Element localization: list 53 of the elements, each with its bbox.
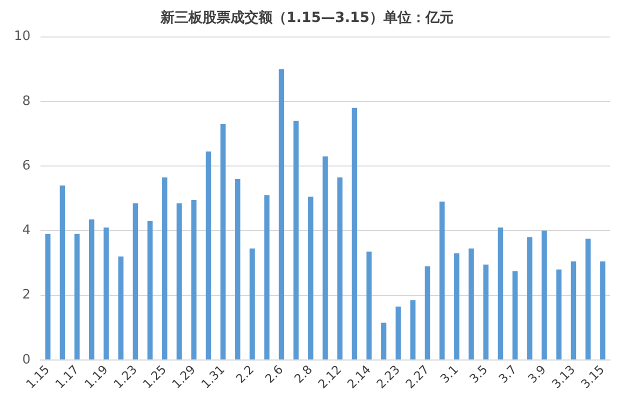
bar <box>235 178 240 360</box>
bar <box>527 237 532 360</box>
bar <box>206 152 212 360</box>
bar <box>250 248 255 360</box>
bar <box>352 108 358 360</box>
y-tick-label: 2 <box>22 288 31 303</box>
bar <box>191 200 196 360</box>
bar <box>45 234 50 360</box>
y-tick-label: 10 <box>14 29 31 44</box>
bar <box>468 248 474 360</box>
bar <box>337 177 342 360</box>
bar <box>512 271 518 360</box>
bar <box>264 195 270 360</box>
bar <box>600 261 606 360</box>
bar <box>74 234 80 360</box>
bar <box>498 227 504 360</box>
bar <box>396 306 401 360</box>
bar <box>483 264 489 360</box>
bar <box>132 203 138 360</box>
bar <box>89 219 94 360</box>
y-tick-label: 6 <box>22 158 31 174</box>
x-tick-label: 3.7 <box>496 362 520 386</box>
x-tick-label: 2.2 <box>233 362 257 386</box>
bar <box>570 261 576 360</box>
x-tick-label: 3.9 <box>525 362 549 386</box>
bar <box>104 227 109 360</box>
bar <box>366 252 372 360</box>
x-tick-label: 3.5 <box>466 362 490 386</box>
bar <box>454 253 460 360</box>
bar <box>162 177 168 360</box>
x-tick-label: 2.8 <box>292 362 315 386</box>
bar <box>293 120 299 360</box>
bar <box>308 196 314 360</box>
bar <box>60 185 66 360</box>
bar <box>556 269 562 360</box>
bar <box>176 203 182 360</box>
bar <box>278 69 284 360</box>
bar <box>322 156 328 360</box>
bar <box>542 230 547 360</box>
bar <box>439 202 445 360</box>
bar <box>585 238 591 360</box>
y-tick-label: 8 <box>22 94 31 109</box>
bar <box>220 124 226 360</box>
bar <box>118 256 124 360</box>
bar <box>410 300 416 360</box>
x-tick-label: 2.6 <box>262 362 286 386</box>
bar <box>424 266 430 360</box>
bar <box>381 322 386 360</box>
bar <box>147 220 153 360</box>
x-tick-label: 3.1 <box>438 362 462 386</box>
y-tick-label: 0 <box>22 352 31 368</box>
y-tick-label: 4 <box>22 223 31 238</box>
chart-title: 新三板股票成交额（1.15—3.15）单位：亿元 <box>159 9 454 26</box>
